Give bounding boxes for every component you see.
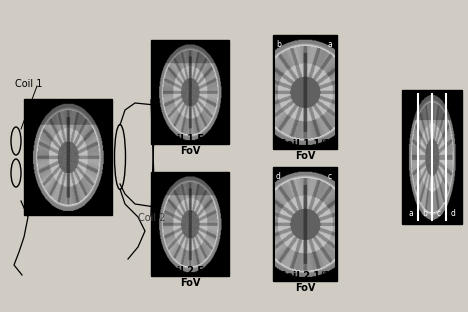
Text: a: a [328,40,333,49]
Text: c: c [437,209,441,218]
Text: b: b [276,40,281,49]
Text: Coil 2: Coil 2 [138,213,166,223]
Bar [24,99,112,215]
Bar [273,167,337,281]
Text: Coil 2 1/2
FoV: Coil 2 1/2 FoV [279,271,331,293]
Text: a: a [409,209,413,218]
Text: d: d [276,172,281,181]
Bar [151,172,229,276]
Bar [402,90,462,224]
Text: Coil 1: Coil 1 [15,79,43,89]
Bar [273,35,337,149]
Text: Coil 2 Full
FoV: Coil 2 Full FoV [163,266,217,288]
Text: Coil 1 Full
FoV: Coil 1 Full FoV [163,134,217,156]
Text: d: d [451,209,455,218]
Text: c: c [328,172,332,181]
Text: b: b [423,209,427,218]
Text: Coil 1 1/2
FoV: Coil 1 1/2 FoV [279,139,331,161]
Bar [151,40,229,144]
